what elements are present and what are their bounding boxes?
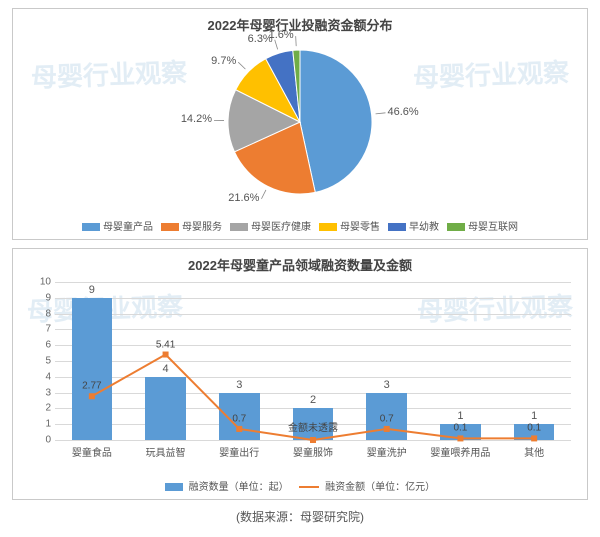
pie-slice-label: 9.7%: [211, 55, 236, 67]
x-axis-tick-label: 婴童喂养用品: [430, 444, 490, 459]
pie-chart-plot: 46.6%21.6%14.2%9.7%6.3%1.6%: [13, 34, 587, 214]
legend-item-line: 融资金额（单位：亿元）: [299, 478, 435, 493]
line-value-label: 0.7: [380, 414, 394, 425]
line-value-label: 0.7: [232, 414, 246, 425]
legend-item-bar: 融资数量（单位：起）: [165, 478, 289, 493]
y-axis-tick-label: 5: [45, 356, 55, 367]
pie-slice-label: 46.6%: [388, 106, 419, 118]
y-axis-tick-label: 0: [45, 435, 55, 446]
legend-label: 母婴互联网: [468, 222, 518, 233]
legend-label: 母婴童产品: [103, 222, 153, 233]
legend-item: 母婴医疗健康: [230, 218, 311, 233]
y-axis-tick-label: 2: [45, 403, 55, 414]
pie-slice-label: 21.6%: [228, 192, 259, 204]
y-axis-tick-label: 10: [40, 277, 55, 288]
y-axis-tick-label: 9: [45, 292, 55, 303]
pie-chart-title: 2022年母婴行业投融资金额分布: [13, 15, 587, 34]
data-source-label: (数据来源：母婴研究院): [12, 508, 588, 525]
line-value-label: 2.77: [82, 381, 101, 392]
x-axis-tick-label: 婴童洗护: [367, 444, 407, 459]
combo-chart-plot: 0123456789109婴童食品4玩具益智3婴童出行2婴童服饰3婴童洗护1婴童…: [13, 274, 587, 474]
legend-label: 融资数量（单位：起）: [189, 482, 289, 493]
line-value-label: 金额未透露: [288, 419, 338, 434]
y-axis-tick-label: 3: [45, 387, 55, 398]
y-axis-tick-label: 7: [45, 324, 55, 335]
pie-chart-panel: 母婴行业观察 母婴行业观察 2022年母婴行业投融资金额分布 46.6%21.6…: [12, 8, 588, 240]
legend-label: 早幼教: [409, 222, 439, 233]
x-axis-tick-label: 玩具益智: [146, 444, 186, 459]
y-axis-tick-label: 1: [45, 419, 55, 430]
pie-slice-label: 14.2%: [181, 113, 212, 125]
legend-item: 母婴零售: [319, 218, 380, 233]
line-value-label: 5.41: [156, 339, 175, 350]
legend-label: 母婴服务: [182, 222, 222, 233]
line-marker: [531, 435, 537, 441]
line-marker: [236, 426, 242, 432]
combo-chart-title: 2022年母婴童产品领域融资数量及金额: [13, 255, 587, 274]
x-axis-tick-label: 其他: [524, 444, 544, 459]
x-axis-tick-label: 婴童服饰: [293, 444, 333, 459]
line-value-label: 0.1: [453, 423, 467, 434]
line-marker: [89, 393, 95, 399]
legend-item: 母婴互联网: [447, 218, 518, 233]
line-marker: [310, 437, 316, 443]
legend-item: 早幼教: [388, 218, 439, 233]
x-axis-tick-label: 婴童出行: [219, 444, 259, 459]
legend-label: 母婴零售: [340, 222, 380, 233]
line-marker: [457, 435, 463, 441]
y-axis-tick-label: 8: [45, 308, 55, 319]
legend-item: 母婴服务: [161, 218, 222, 233]
line-value-label: 0.1: [527, 423, 541, 434]
pie-slice-label: 1.6%: [269, 29, 294, 41]
pie-chart-legend: 母婴童产品 母婴服务 母婴医疗健康 母婴零售 早幼教 母婴互联网: [13, 218, 587, 233]
line-svg: [55, 282, 571, 440]
x-axis-tick-label: 婴童食品: [72, 444, 112, 459]
y-axis-tick-label: 6: [45, 340, 55, 351]
combo-chart-panel: 母婴行业观察 母婴行业观察 2022年母婴童产品领域融资数量及金额 012345…: [12, 248, 588, 500]
legend-label: 母婴医疗健康: [251, 222, 311, 233]
line-marker: [163, 352, 169, 358]
legend-item: 母婴童产品: [82, 218, 153, 233]
combo-chart-legend: 融资数量（单位：起） 融资金额（单位：亿元）: [13, 478, 587, 493]
y-axis-tick-label: 4: [45, 371, 55, 382]
line-marker: [384, 426, 390, 432]
legend-label: 融资金额（单位：亿元）: [325, 482, 435, 493]
